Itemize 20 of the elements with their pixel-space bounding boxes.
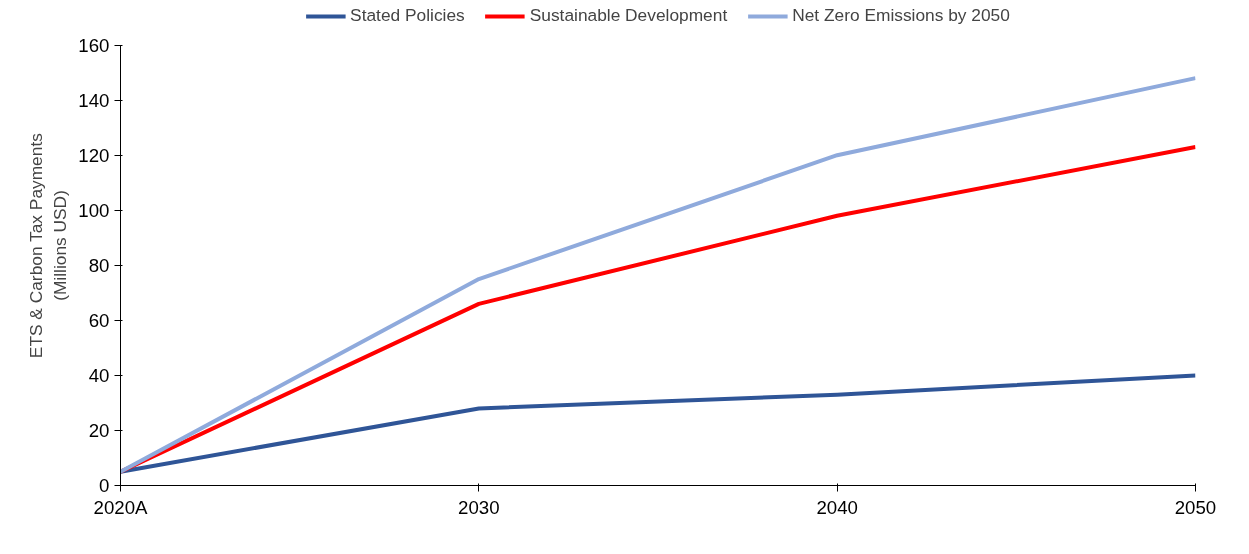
y-tick-label: 20 xyxy=(88,419,110,441)
y-tick-label: 120 xyxy=(78,144,110,166)
line-series xyxy=(120,76,1196,474)
x-tick-label: 2020A xyxy=(93,496,149,518)
line-series xyxy=(120,373,1196,474)
legend-label: Stated Policies xyxy=(350,5,465,26)
x-tick-label: 2030 xyxy=(458,496,500,518)
y-tick-label: 40 xyxy=(88,364,110,386)
line-series xyxy=(120,144,1196,474)
y-tick-label: 160 xyxy=(78,34,110,56)
legend-label: Net Zero Emissions by 2050 xyxy=(792,5,1010,26)
x-tick-label: 2050 xyxy=(1174,496,1217,518)
y-tick-label: 60 xyxy=(88,309,110,331)
y-tick-label: 0 xyxy=(99,475,110,496)
y-tick-label: 80 xyxy=(88,254,110,276)
y-tick-label: 140 xyxy=(78,89,110,111)
y-tick-label: 100 xyxy=(78,199,110,221)
legend-label: Sustainable Development xyxy=(529,5,728,26)
y-axis-title: ETS & Carbon Tax Payments (Millions USD) xyxy=(26,132,71,359)
x-tick-label: 2040 xyxy=(816,496,858,518)
